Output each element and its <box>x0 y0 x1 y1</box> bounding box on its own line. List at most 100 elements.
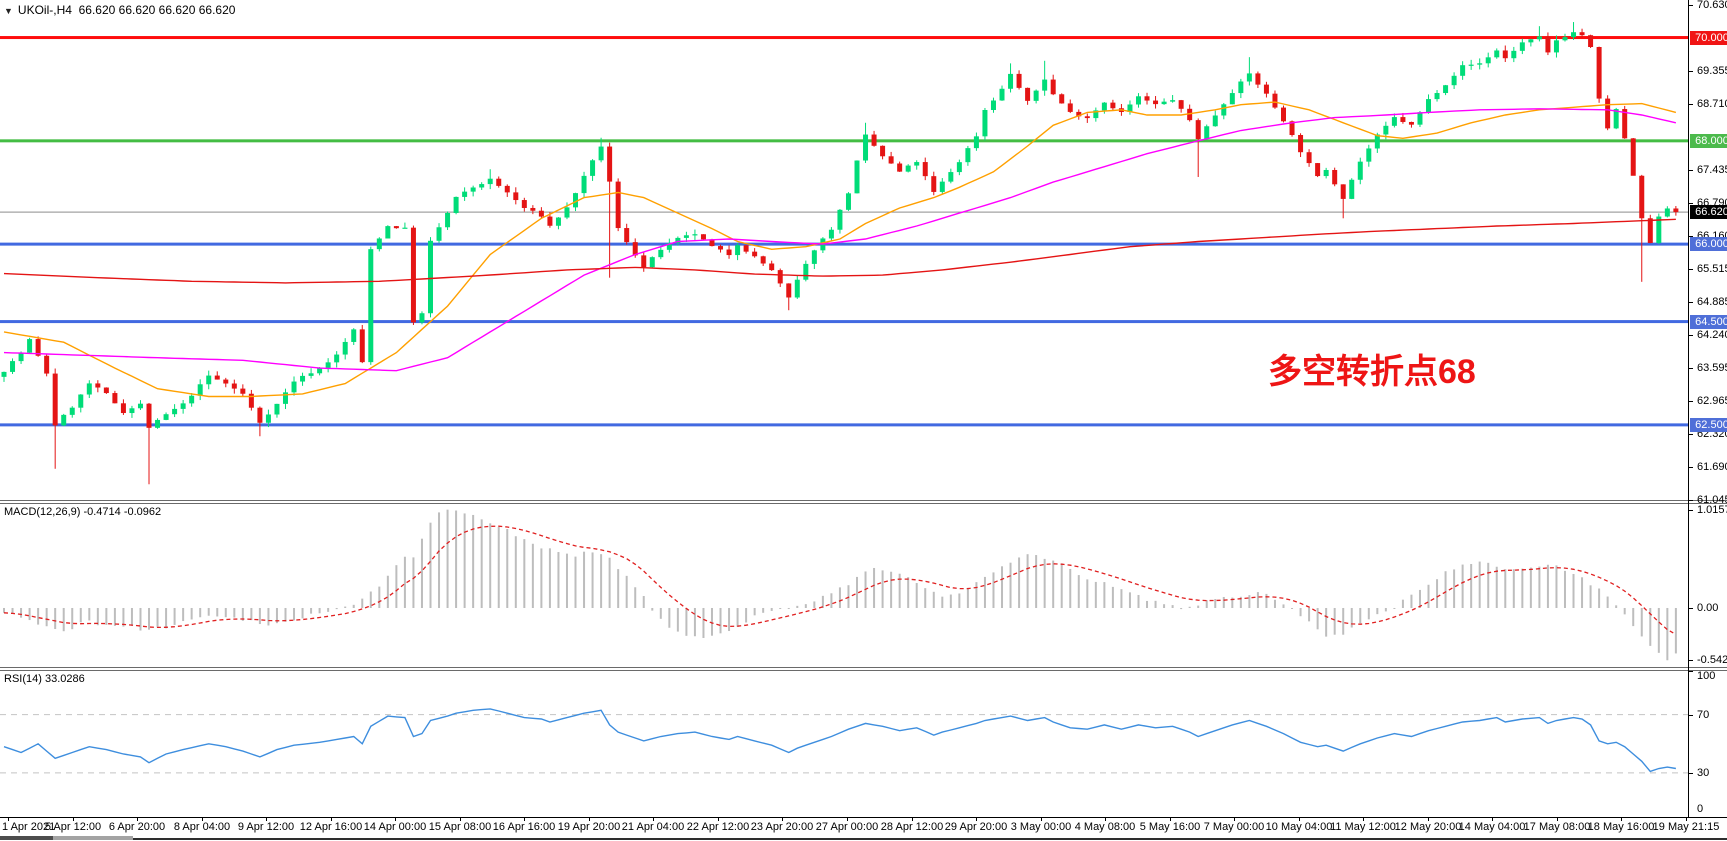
time-tick-label: 19 Apr 20:00 <box>557 821 621 833</box>
rsi-tick-label: 100 <box>1697 670 1716 682</box>
macd-histogram-bar <box>1555 565 1558 608</box>
macd-histogram-bar <box>1299 607 1302 617</box>
macd-histogram-bar <box>1282 604 1285 608</box>
candle-body <box>27 339 33 353</box>
candle-body <box>1434 93 1440 100</box>
macd-histogram-bar <box>446 509 449 608</box>
candle-body <box>325 362 331 368</box>
macd-histogram-bar <box>1120 589 1123 608</box>
macd-histogram-bar <box>1495 566 1498 608</box>
horizontal-scrollbar-track[interactable] <box>133 838 1727 840</box>
candle-body <box>342 341 348 355</box>
candle-body <box>1195 120 1201 140</box>
time-tick <box>589 817 590 821</box>
macd-histogram-bar <box>634 587 637 608</box>
candle-body <box>1127 104 1133 112</box>
horizontal-scrollbar-track-near[interactable] <box>53 836 133 840</box>
candle-body <box>649 257 655 268</box>
macd-histogram-bar <box>1009 562 1012 608</box>
macd-histogram-bar <box>736 607 739 627</box>
candle-body <box>675 237 681 244</box>
time-tick-label: 29 Apr 20:00 <box>944 821 1008 833</box>
macd-histogram-bar <box>130 607 133 626</box>
panel-separator[interactable] <box>0 670 1727 671</box>
macd-histogram-bar <box>420 538 423 608</box>
macd-histogram-bar <box>915 583 918 608</box>
time-tick <box>847 817 848 821</box>
candle-body <box>1391 117 1397 126</box>
time-tick <box>782 817 783 821</box>
candle-body <box>308 373 314 376</box>
macd-histogram-bar <box>617 569 620 608</box>
candle-body <box>419 313 425 323</box>
macd-histogram-bar <box>54 607 57 630</box>
candle-body <box>1357 161 1363 180</box>
symbol-dropdown-icon[interactable]: ▼ <box>4 6 13 16</box>
candle-body <box>1110 102 1116 109</box>
macd-histogram-bar <box>770 607 773 611</box>
candle-body <box>1 371 7 377</box>
macd-histogram-bar <box>88 607 91 621</box>
macd-histogram-bar <box>1077 575 1080 608</box>
chart-text-annotation: 多空转折点68 <box>1268 353 1476 391</box>
candle-body <box>845 193 851 210</box>
candle-body <box>624 228 630 243</box>
candle-body <box>240 388 246 394</box>
macd-histogram-bar <box>1154 600 1157 608</box>
time-tick <box>1041 817 1042 821</box>
candle-wick <box>1197 118 1199 177</box>
candle-body <box>590 160 596 176</box>
macd-histogram-bar <box>1657 607 1660 653</box>
candle-body <box>393 226 399 229</box>
axis-tick <box>1688 660 1693 661</box>
candle-body <box>1042 79 1048 91</box>
price-tick-label: 64.240 <box>1697 329 1727 341</box>
macd-histogram-bar <box>898 573 901 608</box>
time-tick-label: 16 Apr 16:00 <box>492 821 556 833</box>
macd-histogram-bar <box>642 596 645 608</box>
macd-histogram-bar <box>540 548 543 608</box>
macd-histogram-bar <box>1069 568 1072 608</box>
macd-histogram-bar <box>1273 599 1276 608</box>
candle-body <box>1605 98 1611 129</box>
candle-body <box>718 246 724 250</box>
candle-body <box>248 393 254 408</box>
macd-histogram-bar <box>224 607 227 618</box>
rsi-tick-label: 30 <box>1697 767 1710 779</box>
axis-tick <box>1688 302 1693 303</box>
macd-histogram-bar <box>96 607 99 626</box>
candle-body <box>300 375 306 382</box>
price-chart-panel[interactable] <box>0 0 1688 501</box>
panel-separator[interactable] <box>0 667 1727 668</box>
candle-wick <box>1086 113 1088 123</box>
candle-body <box>973 136 979 149</box>
level-price-badge: 70.000 <box>1690 31 1727 45</box>
candle-body <box>1255 73 1261 85</box>
candle-body <box>10 361 16 372</box>
macd-indicator-panel[interactable] <box>0 503 1688 667</box>
candle-body <box>1366 148 1372 162</box>
candle-body <box>1588 35 1594 47</box>
macd-histogram-bar <box>1384 607 1387 612</box>
macd-histogram-bar <box>531 543 534 608</box>
macd-histogram-bar <box>753 607 756 616</box>
time-tick-label: 19 May 21:15 <box>1652 821 1720 833</box>
price-tick-label: 62.965 <box>1697 395 1727 407</box>
candle-body <box>1494 50 1500 58</box>
macd-histogram-bar <box>258 607 261 625</box>
macd-histogram-bar <box>1367 607 1370 620</box>
candle-body <box>1153 100 1159 105</box>
macd-histogram-bar <box>710 607 713 636</box>
horizontal-scrollbar-thumb[interactable] <box>0 836 53 840</box>
panel-separator[interactable] <box>0 503 1727 504</box>
macd-tick-label: 0.00 <box>1697 602 1719 614</box>
macd-histogram-bar <box>1529 567 1532 608</box>
macd-histogram-bar <box>497 526 500 608</box>
macd-histogram-bar <box>608 557 611 608</box>
candle-body <box>700 234 706 240</box>
macd-histogram-bar <box>932 591 935 608</box>
panel-separator[interactable] <box>0 500 1727 501</box>
macd-histogram-bar <box>1521 568 1524 608</box>
rsi-indicator-panel[interactable] <box>0 670 1688 817</box>
candle-body <box>1170 100 1176 102</box>
